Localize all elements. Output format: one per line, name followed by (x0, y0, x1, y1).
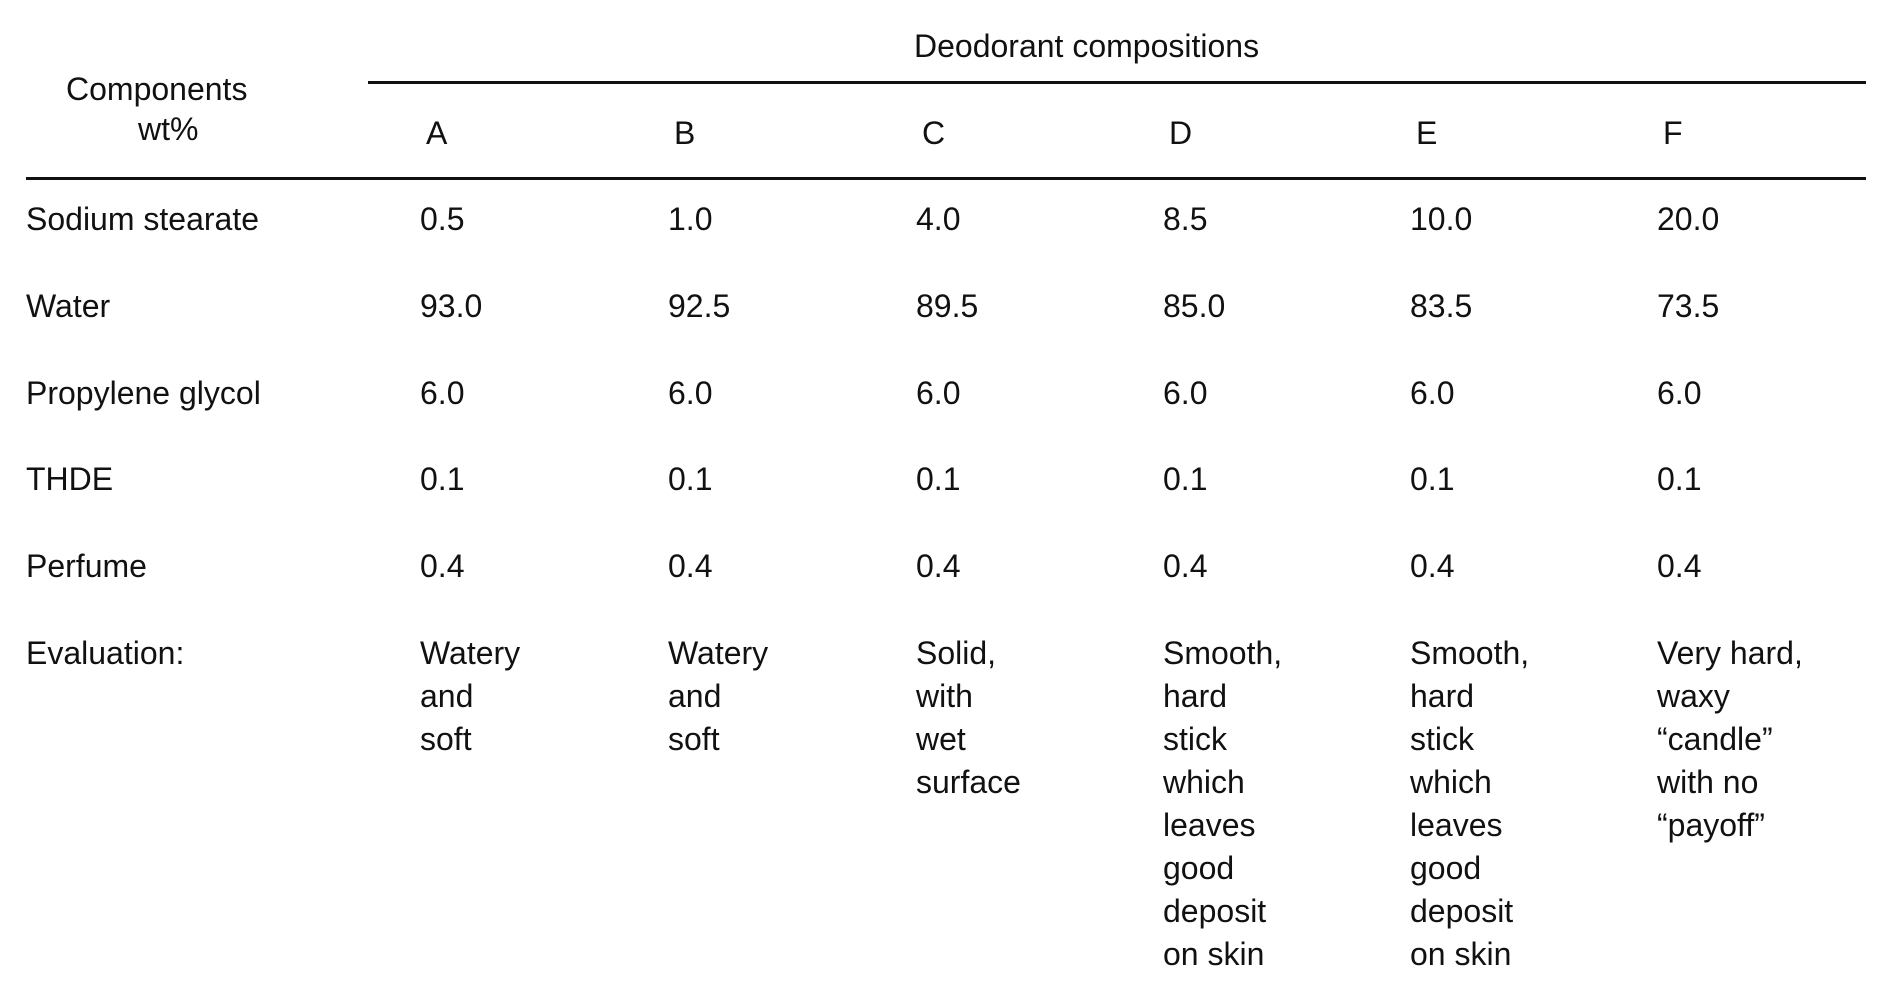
column-header-d: D (1169, 112, 1192, 155)
table-cell: 4.0 (916, 198, 960, 241)
table-cell: 73.5 (1657, 285, 1719, 328)
table-cell: 6.0 (1410, 372, 1454, 415)
row-label: Sodium stearate (26, 198, 259, 241)
table-cell: 89.5 (916, 285, 978, 328)
table-cell: 0.4 (1163, 545, 1207, 588)
evaluation-cell: Watery and soft (420, 632, 520, 761)
evaluation-cell: Very hard, waxy “candle” with no “payoff… (1657, 632, 1803, 847)
table-cell: 6.0 (420, 372, 464, 415)
table-cell: 6.0 (1163, 372, 1207, 415)
column-header-e: E (1416, 112, 1437, 155)
table-cell: 83.5 (1410, 285, 1472, 328)
row-label: THDE (26, 458, 113, 501)
column-header-b: B (674, 112, 695, 155)
row-label: Water (26, 285, 110, 328)
table-cell: 93.0 (420, 285, 482, 328)
table-cell: 0.5 (420, 198, 464, 241)
table-cell: 0.1 (420, 458, 464, 501)
table-cell: 0.4 (916, 545, 960, 588)
table-cell: 0.4 (1657, 545, 1701, 588)
table-cell: 20.0 (1657, 198, 1719, 241)
table-cell: 6.0 (916, 372, 960, 415)
evaluation-cell: Watery and soft (668, 632, 768, 761)
row-label: Perfume (26, 545, 147, 588)
table-cell: 0.1 (1410, 458, 1454, 501)
table-cell: 8.5 (1163, 198, 1207, 241)
group-header: Deodorant compositions (914, 25, 1259, 68)
table-cell: 6.0 (1657, 372, 1701, 415)
evaluation-cell: Smooth, hard stick which leaves good dep… (1163, 632, 1282, 976)
evaluation-cell: Solid, with wet surface (916, 632, 1021, 804)
evaluation-cell: Smooth, hard stick which leaves good dep… (1410, 632, 1529, 976)
table-cell: 92.5 (668, 285, 730, 328)
row-label: Propylene glycol (26, 372, 261, 415)
table-cell: 0.1 (1163, 458, 1207, 501)
stub-header-line1: Components (66, 68, 247, 111)
table-cell: 0.1 (1657, 458, 1701, 501)
table-cell: 10.0 (1410, 198, 1472, 241)
table-cell: 0.4 (668, 545, 712, 588)
column-header-a: A (426, 112, 447, 155)
column-header-c: C (922, 112, 945, 155)
stub-header-line2: wt% (138, 108, 198, 151)
group-header-rule (368, 81, 1866, 84)
table-cell: 6.0 (668, 372, 712, 415)
table-cell: 1.0 (668, 198, 712, 241)
column-header-f: F (1663, 112, 1683, 155)
table-cell: 0.1 (916, 458, 960, 501)
header-bottom-rule (26, 177, 1866, 180)
table-cell: 85.0 (1163, 285, 1225, 328)
table-cell: 0.4 (1410, 545, 1454, 588)
evaluation-label: Evaluation: (26, 632, 184, 675)
table-cell: 0.1 (668, 458, 712, 501)
table-cell: 0.4 (420, 545, 464, 588)
